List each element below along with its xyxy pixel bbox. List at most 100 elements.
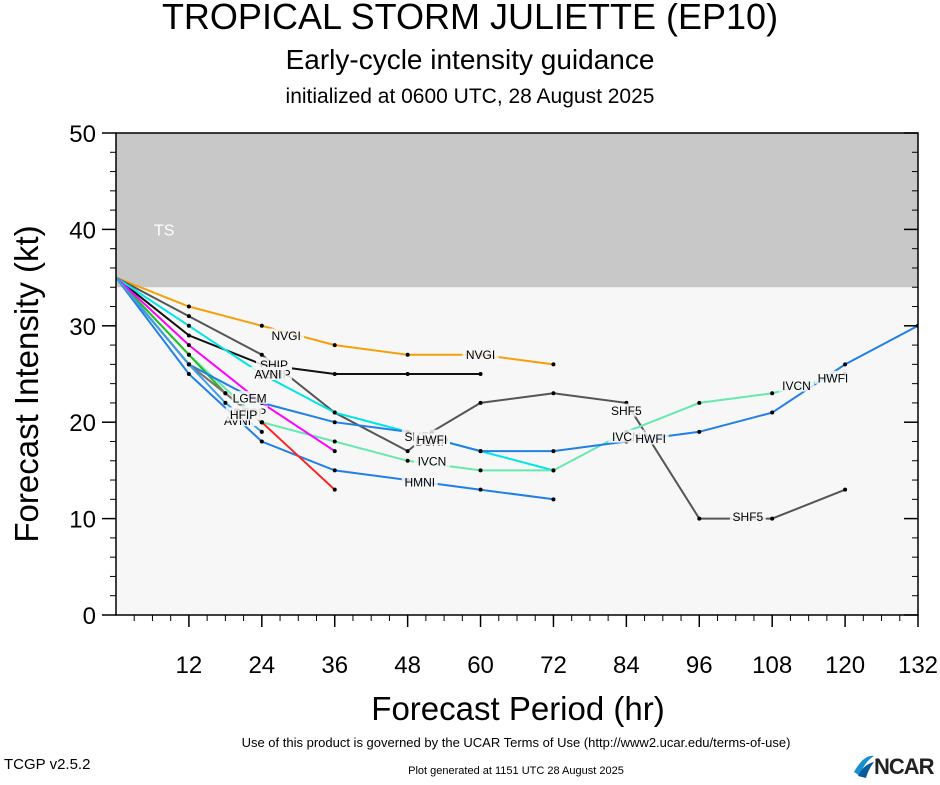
data-point-hfip bbox=[223, 400, 228, 405]
series-label-shf5: SHF5 bbox=[733, 510, 764, 524]
series-label-ivcn: IVCN bbox=[782, 379, 811, 393]
data-point-shf5 bbox=[551, 391, 556, 396]
data-point-dshp bbox=[332, 410, 337, 415]
data-point-nvgi bbox=[551, 362, 556, 367]
terms-of-use: Use of this product is governed by the U… bbox=[241, 735, 791, 750]
chart-title: TROPICAL STORM JULIETTE (EP10) bbox=[161, 0, 779, 37]
data-point-hwfi bbox=[478, 449, 483, 454]
data-point-lgem bbox=[186, 343, 191, 348]
series-label-bg-nvgi bbox=[268, 328, 305, 342]
series-label-avni: AVNI bbox=[254, 368, 281, 382]
x-axis-label: Forecast Period (hr) bbox=[371, 690, 664, 727]
data-point-ivcn bbox=[332, 439, 337, 444]
series-label-hmni: HMNI bbox=[404, 475, 435, 489]
data-point-avni bbox=[223, 391, 228, 396]
data-point-ship bbox=[405, 372, 410, 376]
data-point-ivcn bbox=[478, 468, 483, 473]
series-label-bg-hmni bbox=[401, 474, 438, 488]
series-label-bg-ivcn bbox=[778, 378, 815, 392]
data-point-hmni bbox=[259, 439, 264, 444]
data-point-nvgi bbox=[259, 323, 264, 328]
data-point-hwfi bbox=[697, 429, 702, 434]
data-point-ship bbox=[478, 372, 483, 376]
data-point-ivcn bbox=[697, 400, 702, 405]
series-label-bg-lgem bbox=[231, 391, 268, 405]
data-point-shf5 bbox=[259, 352, 264, 357]
y-tick-label: 10 bbox=[69, 507, 96, 534]
data-point-dtop bbox=[332, 487, 337, 492]
series-line-lgem bbox=[116, 276, 336, 452]
ts-band-label: TS bbox=[154, 222, 174, 239]
series-label-bg-shf5 bbox=[608, 403, 645, 417]
plot-generated: Plot generated at 1151 UTC 28 August 202… bbox=[408, 765, 624, 777]
data-point-hwfi bbox=[551, 449, 556, 454]
series-label-ivcn: IVCN bbox=[418, 454, 447, 468]
series-line-ship bbox=[116, 276, 481, 375]
data-point-avni bbox=[259, 420, 264, 425]
x-tick-label: 84 bbox=[613, 652, 640, 679]
data-point-shf5 bbox=[478, 400, 483, 405]
y-tick-label: 20 bbox=[69, 410, 96, 437]
data-point-hfip bbox=[186, 362, 191, 367]
data-point-hwfi bbox=[770, 410, 775, 415]
series-label-nvgi: NVGI bbox=[466, 348, 495, 362]
data-point-hwfi bbox=[332, 420, 337, 425]
chart-subtitle: Early-cycle intensity guidance bbox=[285, 44, 655, 75]
data-point-ship bbox=[332, 372, 337, 376]
series-label-bg-hfip bbox=[225, 407, 262, 421]
data-point-hfip bbox=[259, 429, 264, 434]
ncar-logo-text: NCAR bbox=[874, 754, 935, 779]
data-point-shf5 bbox=[186, 314, 191, 319]
y-axis-label: Forecast Intensity (kt) bbox=[8, 225, 45, 542]
data-point-nvgi bbox=[405, 352, 410, 357]
series-label-nvgi: NVGI bbox=[271, 329, 300, 343]
data-point-nvgi bbox=[186, 304, 191, 309]
y-tick-label: 0 bbox=[83, 603, 96, 630]
init-time: initialized at 0600 UTC, 28 August 2025 bbox=[285, 85, 655, 108]
x-tick-label: 24 bbox=[248, 652, 275, 679]
data-point-lgem bbox=[332, 449, 337, 454]
data-point-hmni bbox=[186, 372, 191, 376]
data-point-ivcn bbox=[551, 468, 556, 473]
x-tick-label: 48 bbox=[394, 652, 421, 679]
data-point-hwfi bbox=[843, 362, 848, 367]
x-tick-label: 36 bbox=[321, 652, 348, 679]
series-label-hwfi: HWFI bbox=[417, 433, 448, 447]
y-tick-label: 30 bbox=[69, 314, 96, 341]
series-label-shf5: SHF5 bbox=[611, 404, 642, 418]
series-label-lgem: LGEM bbox=[233, 392, 267, 406]
data-point-dshp bbox=[186, 323, 191, 328]
data-point-ivdr bbox=[186, 352, 191, 357]
y-tick-label: 40 bbox=[69, 217, 96, 244]
data-point-ivcn bbox=[405, 458, 410, 463]
data-point-nvgi bbox=[332, 343, 337, 348]
x-tick-label: 72 bbox=[540, 652, 567, 679]
data-point-hmni bbox=[551, 497, 556, 502]
data-point-hmni bbox=[332, 468, 337, 473]
series-label-bg-shf5 bbox=[729, 509, 766, 523]
series-label-hwfi: HWFI bbox=[818, 371, 849, 385]
series-label-bg-avni bbox=[249, 367, 286, 380]
series-label-hwfi: HWFI bbox=[635, 432, 666, 446]
series-group: NVGINVGISHIPSHF5SHF5SHF5DSHPDSHPIVCNIVCN… bbox=[116, 276, 918, 524]
data-point-shf5 bbox=[843, 487, 848, 492]
data-point-hmni bbox=[478, 487, 483, 492]
series-label-bg-hwfi bbox=[814, 370, 851, 384]
data-point-shf5 bbox=[405, 449, 410, 454]
series-label-bg-hwfi bbox=[413, 432, 450, 446]
x-tick-label: 108 bbox=[752, 652, 792, 679]
data-point-shf5 bbox=[697, 516, 702, 521]
series-line-shf5 bbox=[116, 276, 846, 520]
series-label-bg-hwfi bbox=[632, 431, 669, 445]
ts-band bbox=[116, 133, 918, 288]
x-tick-label: 120 bbox=[825, 652, 865, 679]
x-tick-label: 12 bbox=[176, 652, 203, 679]
series-label-bg-ivcn bbox=[413, 453, 450, 467]
data-point-ship bbox=[186, 333, 191, 338]
version-label: TCGP v2.5.2 bbox=[4, 756, 91, 773]
series-label-hfip: HFIP bbox=[230, 408, 257, 422]
data-point-shf5 bbox=[770, 516, 775, 521]
x-tick-label: 96 bbox=[686, 652, 713, 679]
x-tick-label: 132 bbox=[898, 652, 938, 679]
